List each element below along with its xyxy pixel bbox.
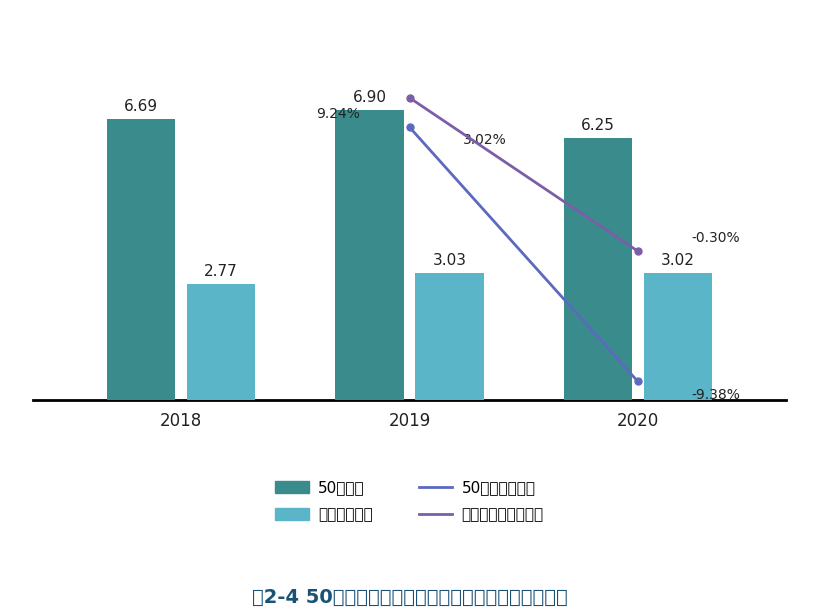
Legend: 50强企业, 环境上市公司, 50强企业增长率, 环境上市公司增长率: 50强企业, 环境上市公司, 50强企业增长率, 环境上市公司增长率: [269, 474, 550, 529]
Text: 图2-4 50强企业及环境上市公司平均净利润及增长对比: 图2-4 50强企业及环境上市公司平均净利润及增长对比: [251, 588, 568, 607]
Text: -0.30%: -0.30%: [691, 231, 740, 245]
Text: 3.03: 3.03: [432, 253, 467, 268]
Bar: [187, 284, 256, 400]
Bar: [415, 273, 484, 400]
Text: 6.25: 6.25: [581, 118, 615, 132]
Bar: [107, 120, 175, 400]
Text: -9.38%: -9.38%: [691, 388, 740, 402]
Bar: [563, 138, 632, 400]
Text: 3.02%: 3.02%: [464, 134, 507, 147]
Bar: [335, 110, 404, 400]
Text: 3.02: 3.02: [661, 253, 695, 269]
Text: 6.69: 6.69: [124, 99, 158, 114]
Text: 6.90: 6.90: [352, 91, 387, 105]
Bar: [644, 274, 712, 400]
Text: 2.77: 2.77: [204, 264, 238, 279]
Text: 9.24%: 9.24%: [316, 107, 360, 121]
